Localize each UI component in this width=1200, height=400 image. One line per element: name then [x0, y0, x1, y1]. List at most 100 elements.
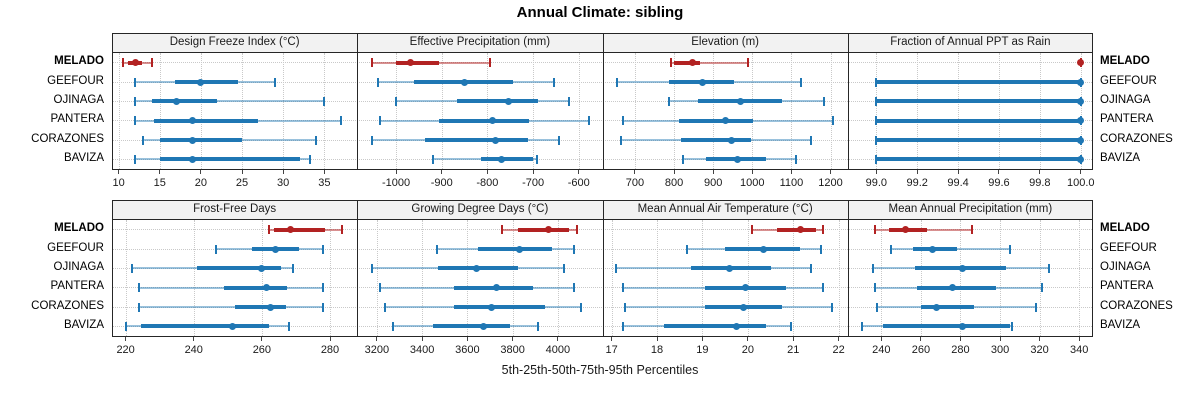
grid-line-vertical	[578, 53, 580, 169]
axis-tick-label: 3400	[409, 344, 435, 356]
panel-row-border	[112, 33, 1093, 170]
axis-tick-mark	[920, 337, 922, 341]
axis-tick-label: 10	[112, 177, 125, 189]
grid-line-vertical	[657, 220, 658, 336]
series-median-dot	[272, 245, 279, 253]
axis-tick-mark	[395, 170, 397, 174]
series-cap-low	[379, 283, 382, 293]
series-cap-high	[489, 58, 492, 68]
series-median-dot	[699, 78, 707, 86]
series-median-dot	[461, 78, 469, 86]
series-cap-low	[619, 135, 622, 145]
site-label-right: MELADO	[1100, 222, 1150, 235]
grid-line-vertical	[533, 53, 535, 169]
axis-tick-mark	[118, 170, 120, 174]
axis-tick-label: 280	[320, 344, 340, 356]
grid-line-vertical	[752, 53, 754, 169]
axis-tick-mark	[193, 337, 195, 341]
series-cap-low	[371, 263, 374, 273]
grid-line-vertical	[611, 220, 613, 336]
grid-line-vertical	[200, 53, 202, 169]
series-range-line	[671, 61, 748, 64]
series-cap-high	[809, 135, 812, 145]
series-cap-high	[810, 263, 813, 273]
axis-tick-mark	[838, 337, 840, 341]
axis-tick-label: 1200	[818, 177, 843, 189]
series-cap-high	[587, 116, 590, 126]
series-median-dot	[727, 136, 735, 144]
site-label-left: CORAZONES	[31, 132, 104, 145]
series-cap-low	[378, 116, 381, 126]
site-label-left: MELADO	[54, 55, 104, 68]
series-iqr-bar	[480, 157, 534, 162]
series-median-dot	[505, 97, 513, 105]
axis-tick-mark	[999, 337, 1001, 341]
axis-tick-mark	[261, 337, 263, 341]
axis-tick-label: 280	[951, 344, 970, 356]
series-cap-high	[819, 244, 822, 254]
series-iqr-bar	[916, 285, 997, 290]
series-cap-low	[874, 225, 877, 235]
series-median-dot	[489, 117, 497, 125]
series-median-dot	[189, 155, 197, 163]
grid-line-vertical	[830, 53, 832, 169]
series-median-dot	[721, 117, 729, 125]
series-cap-low	[615, 77, 618, 87]
series-cap-low	[876, 302, 879, 312]
grid-line-vertical	[125, 220, 127, 336]
series-cap-high	[1010, 321, 1013, 331]
series-median-dot	[760, 245, 768, 253]
site-label-right: CORAZONES	[1100, 132, 1173, 145]
series-cap-low	[267, 225, 270, 235]
series-cap-high	[322, 302, 325, 312]
series-cap-low	[391, 321, 394, 331]
axis-tick-mark	[200, 170, 202, 174]
axis-tick-mark	[959, 337, 961, 341]
series-iqr-bar	[159, 138, 243, 142]
series-median-dot	[1077, 78, 1085, 86]
panel-header-label: Mean Annual Precipitation (mm)	[888, 203, 1053, 215]
axis-tick-label: 22	[832, 344, 845, 356]
series-iqr-bar	[224, 285, 288, 290]
series-cap-low	[681, 154, 684, 164]
series-cap-low	[615, 263, 618, 273]
grid-line-vertical	[1080, 53, 1082, 169]
series-cap-high	[552, 77, 555, 87]
axis-tick-label: 17	[605, 344, 618, 356]
site-label-right: OJINAGA	[1100, 260, 1151, 273]
series-iqr-bar	[876, 99, 1081, 104]
panel-header-label: Design Freeze Index (°C)	[169, 36, 300, 48]
site-label-left: GEEFOUR	[47, 241, 104, 254]
series-cap-low	[134, 116, 137, 126]
series-cap-low	[751, 225, 754, 235]
series-median-dot	[479, 322, 487, 330]
series-iqr-bar	[438, 118, 529, 123]
series-median-dot	[732, 322, 740, 330]
axis-tick-mark	[747, 337, 749, 341]
site-label-left: BAVIZA	[63, 151, 104, 164]
axis-tick-label: 99.4	[947, 177, 969, 189]
series-median-dot	[287, 226, 295, 234]
series-cap-low	[376, 77, 379, 87]
series-median-dot	[189, 136, 197, 144]
series-cap-high	[831, 116, 834, 126]
axis-tick-label: 21	[787, 344, 800, 356]
axis-tick-label: 99.8	[1029, 177, 1051, 189]
axis-tick-label: -1000	[381, 177, 411, 189]
axis-tick-mark	[578, 170, 580, 174]
panel-header-label: Frost-Free Days	[193, 203, 277, 215]
axis-tick-label: 19	[696, 344, 709, 356]
grid-line-vertical	[793, 220, 795, 336]
panel-row-border	[112, 200, 1093, 337]
axis-tick-mark	[611, 337, 613, 341]
header-separator	[112, 52, 1093, 53]
grid-line-vertical	[634, 53, 636, 169]
series-median-dot	[263, 284, 271, 292]
axis-tick-mark	[634, 170, 636, 174]
series-median-dot	[189, 117, 197, 125]
series-cap-high	[572, 244, 575, 254]
series-iqr-bar	[883, 324, 1010, 329]
axis-tick-label: 3800	[500, 344, 525, 356]
